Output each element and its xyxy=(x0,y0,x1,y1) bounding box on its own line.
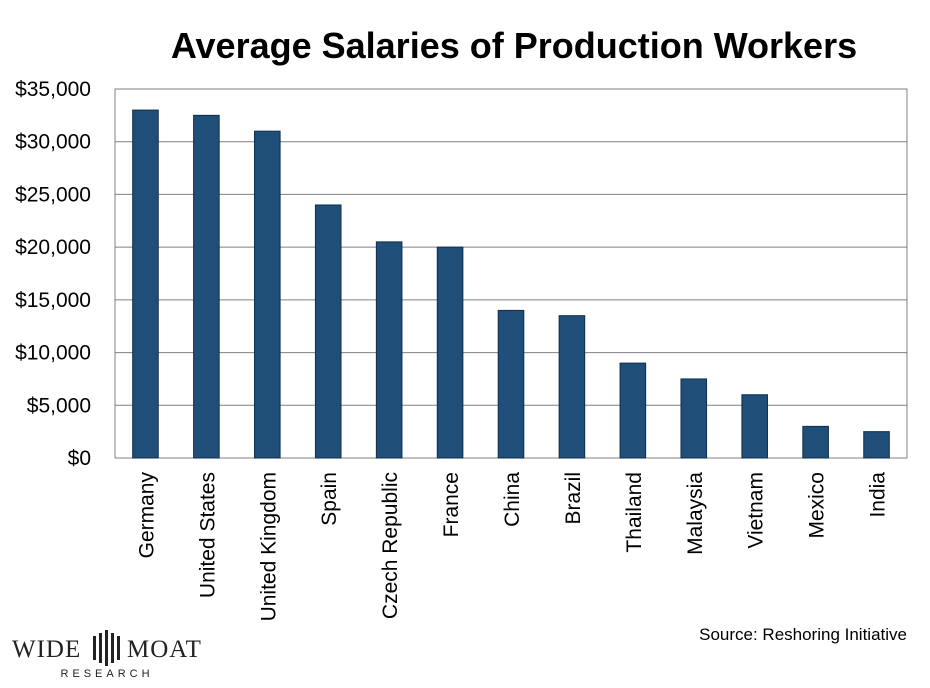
bars xyxy=(132,109,890,459)
bar xyxy=(497,309,525,459)
bar xyxy=(254,130,281,459)
y-tick-label: $0 xyxy=(68,447,91,470)
x-tick-label: Germany xyxy=(135,472,158,559)
x-tick-label: Thailand xyxy=(623,472,646,553)
y-tick-label: $5,000 xyxy=(27,394,91,417)
bar xyxy=(741,394,768,459)
y-tick-label: $20,000 xyxy=(15,236,91,259)
bar xyxy=(375,241,403,459)
x-axis-labels: Germany United States United Kingdom Spain C… xyxy=(135,472,889,622)
bar xyxy=(314,204,342,459)
source-note: Source: Reshoring Initiative xyxy=(699,625,907,644)
x-tick-label: China xyxy=(501,472,524,527)
bar xyxy=(132,109,159,459)
x-tick-label: Brazil xyxy=(562,472,585,525)
x-tick-label: Vietnam xyxy=(745,472,768,549)
logo-left-word: WIDE xyxy=(12,636,81,663)
x-tick-label: United Kingdom xyxy=(257,472,280,621)
y-tick-label: $15,000 xyxy=(15,289,91,312)
bar xyxy=(436,246,464,459)
bar xyxy=(619,362,647,459)
wide-moat-logo: WIDE MOAT RESEARCH xyxy=(12,630,202,680)
x-tick-label: Spain xyxy=(318,472,341,526)
x-tick-label: France xyxy=(440,472,463,537)
chart-title: Average Salaries of Production Workers xyxy=(171,25,857,66)
y-axis-ticks: $0 $5,000 $10,000 $15,000 $20,000 $25,000 $30,… xyxy=(15,78,91,470)
bar xyxy=(193,114,220,459)
bar xyxy=(558,315,586,459)
y-tick-label: $35,000 xyxy=(15,78,91,101)
y-tick-label: $10,000 xyxy=(15,342,91,365)
x-tick-label: Mexico xyxy=(806,472,829,539)
x-tick-label: United States xyxy=(196,472,219,598)
bar xyxy=(802,425,829,459)
y-tick-label: $30,000 xyxy=(15,131,91,154)
x-tick-label: India xyxy=(867,472,890,518)
bar xyxy=(680,378,708,459)
x-tick-label: Malaysia xyxy=(684,472,707,555)
x-tick-label: Czech Republic xyxy=(379,472,402,619)
y-tick-label: $25,000 xyxy=(15,183,91,206)
bar xyxy=(863,431,890,459)
logo-subtitle: RESEARCH xyxy=(60,668,153,680)
logo-right-word: MOAT xyxy=(127,636,202,663)
logo-mark-icon xyxy=(93,630,120,666)
